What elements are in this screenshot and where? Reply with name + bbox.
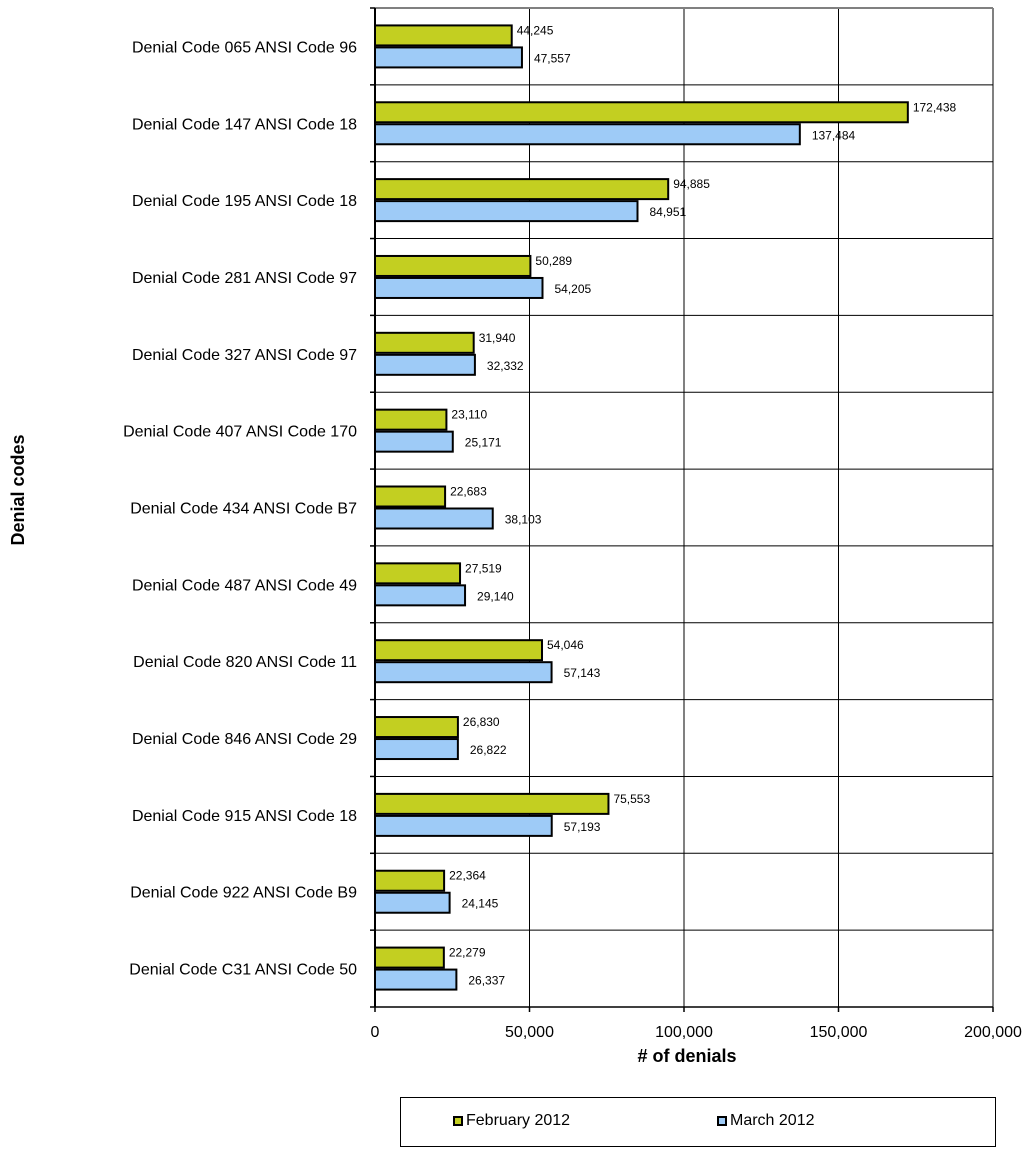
x-tick-label-2: 100,000 xyxy=(655,1024,713,1041)
bar-february-3 xyxy=(374,254,532,277)
bar-march-12 xyxy=(374,968,458,991)
bar-march-1 xyxy=(374,123,801,146)
bar-february-9 xyxy=(374,716,459,739)
bar-february-5 xyxy=(374,408,448,431)
category-label-3: Denial Code 281 ANSI Code 97 xyxy=(132,270,357,287)
labels: 44,245 47,557 Denial Code 065 ANSI Code 96… xyxy=(123,23,1022,1041)
bar-february-4 xyxy=(374,331,475,354)
data-label-march-9: 26,822 xyxy=(470,743,507,757)
data-label-february-0: 44,245 xyxy=(517,23,554,37)
bar-february-8 xyxy=(374,639,544,662)
bar-february-10 xyxy=(374,792,610,815)
x-axis-title: # of denials xyxy=(637,1046,736,1066)
legend-item-march: March 2012 xyxy=(717,1112,815,1130)
bar-march-6 xyxy=(374,507,494,530)
bar-february-1 xyxy=(374,101,909,124)
category-label-8: Denial Code 820 ANSI Code 11 xyxy=(133,654,357,671)
bar-february-2 xyxy=(374,178,670,201)
legend-label-march: March 2012 xyxy=(730,1112,815,1129)
bar-march-3 xyxy=(374,276,544,299)
data-label-february-1: 172,438 xyxy=(913,100,957,114)
data-label-march-7: 29,140 xyxy=(477,589,514,603)
axes xyxy=(370,7,994,1012)
legend-swatch-february xyxy=(453,1116,463,1126)
data-label-february-7: 27,519 xyxy=(465,561,502,575)
data-label-february-4: 31,940 xyxy=(479,331,516,345)
x-tick-label-3: 150,000 xyxy=(810,1024,868,1041)
bar-march-0 xyxy=(374,46,523,69)
category-label-0: Denial Code 065 ANSI Code 96 xyxy=(132,39,357,56)
category-label-4: Denial Code 327 ANSI Code 97 xyxy=(132,347,357,364)
data-label-february-10: 75,553 xyxy=(613,792,650,806)
gridlines xyxy=(375,7,994,1007)
data-label-february-12: 22,279 xyxy=(449,946,486,960)
bar-march-10 xyxy=(374,814,553,837)
data-label-march-10: 57,193 xyxy=(564,820,601,834)
bar-february-11 xyxy=(374,869,446,892)
data-label-march-5: 25,171 xyxy=(465,436,502,450)
bar-march-8 xyxy=(374,661,553,684)
category-label-9: Denial Code 846 ANSI Code 29 xyxy=(132,731,357,748)
category-label-11: Denial Code 922 ANSI Code B9 xyxy=(130,885,357,902)
x-tick-label-4: 200,000 xyxy=(964,1024,1022,1041)
legend-label-february: February 2012 xyxy=(466,1112,571,1129)
bar-march-9 xyxy=(374,738,459,761)
bar-february-7 xyxy=(374,562,462,585)
data-label-march-0: 47,557 xyxy=(534,51,571,65)
bar-february-0 xyxy=(374,24,513,47)
category-label-5: Denial Code 407 ANSI Code 170 xyxy=(123,424,357,441)
legend-item-february: February 2012 xyxy=(453,1112,570,1130)
legend-swatch-march xyxy=(717,1116,727,1126)
category-label-12: Denial Code C31 ANSI Code 50 xyxy=(129,962,357,979)
data-label-march-4: 32,332 xyxy=(487,359,524,373)
bars xyxy=(374,24,909,991)
category-label-10: Denial Code 915 ANSI Code 18 xyxy=(132,808,357,825)
data-label-february-3: 50,289 xyxy=(535,254,572,268)
legend: February 2012 March 2012 xyxy=(400,1097,996,1147)
x-tick-label-0: 0 xyxy=(371,1024,380,1041)
data-label-march-8: 57,143 xyxy=(564,666,601,680)
data-label-february-11: 22,364 xyxy=(449,869,486,883)
data-label-march-12: 26,337 xyxy=(468,974,505,988)
bar-march-7 xyxy=(374,584,467,607)
x-tick-label-1: 50,000 xyxy=(505,1024,554,1041)
data-label-march-6: 38,103 xyxy=(505,513,542,527)
bar-chart: 44,245 47,557 Denial Code 065 ANSI Code 96… xyxy=(8,7,1022,1066)
bar-february-6 xyxy=(374,485,447,508)
data-label-february-6: 22,683 xyxy=(450,485,487,499)
data-label-february-5: 23,110 xyxy=(451,408,487,422)
bar-march-4 xyxy=(374,353,476,376)
data-label-march-11: 24,145 xyxy=(462,897,499,911)
bar-march-2 xyxy=(374,200,639,223)
y-axis-title: Denial codes xyxy=(8,434,28,545)
data-label-february-2: 94,885 xyxy=(673,177,710,191)
category-label-6: Denial Code 434 ANSI Code B7 xyxy=(130,501,357,518)
category-label-1: Denial Code 147 ANSI Code 18 xyxy=(132,116,357,133)
bar-march-11 xyxy=(374,891,451,914)
category-label-7: Denial Code 487 ANSI Code 49 xyxy=(132,577,357,594)
data-label-february-8: 54,046 xyxy=(547,638,584,652)
category-label-2: Denial Code 195 ANSI Code 18 xyxy=(132,193,357,210)
data-label-march-2: 84,951 xyxy=(649,205,686,219)
data-label-february-9: 26,830 xyxy=(463,715,500,729)
bar-march-5 xyxy=(374,430,454,453)
data-label-march-3: 54,205 xyxy=(554,282,591,296)
data-label-march-1: 137,484 xyxy=(812,128,856,142)
bar-february-12 xyxy=(374,946,445,969)
